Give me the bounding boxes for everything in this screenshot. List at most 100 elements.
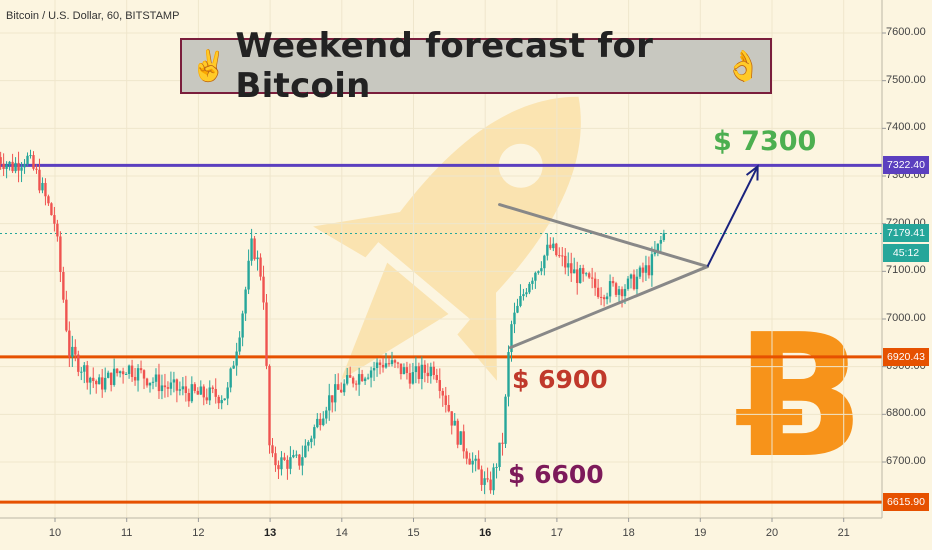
candle-body	[510, 324, 513, 353]
candle-body	[558, 255, 561, 257]
price-label-support: 6920.43	[883, 347, 929, 366]
candle-body	[238, 337, 241, 352]
price-tick-label: 6700.00	[886, 455, 926, 467]
candle-body	[331, 395, 334, 403]
candle-body	[145, 378, 149, 386]
candle-body	[115, 368, 119, 374]
candle-body	[223, 398, 226, 401]
candle-body	[342, 383, 346, 393]
candle-body	[23, 164, 26, 168]
candle-body	[570, 263, 573, 274]
candle-body	[438, 380, 441, 391]
candle-body	[109, 372, 113, 385]
candle-body	[136, 368, 140, 381]
candle-body	[214, 388, 217, 397]
low-annotation: $ 6600	[508, 460, 604, 489]
title-banner: ✌ Weekend forecast for Bitcoin 👌	[180, 26, 772, 106]
candle-body	[89, 377, 92, 383]
candle-body	[579, 268, 582, 284]
candle-body	[567, 263, 570, 268]
date-tick-label: 17	[550, 527, 564, 539]
candle-body	[423, 364, 427, 373]
candle-body	[357, 374, 361, 385]
candle-body	[573, 269, 576, 274]
candle-body	[250, 238, 253, 261]
candle-body	[229, 368, 232, 388]
candle-body	[650, 254, 654, 276]
candle-body	[235, 351, 238, 366]
candle-body	[259, 257, 262, 277]
candle-body	[486, 478, 489, 480]
candle-body	[614, 283, 618, 295]
candle-body	[304, 445, 307, 458]
candle-body	[44, 182, 47, 197]
candle-body	[307, 442, 310, 446]
candle-body	[504, 396, 507, 444]
candle-body	[133, 376, 137, 381]
candle-body	[564, 255, 567, 268]
date-tick-label: 10	[48, 527, 62, 539]
candle-body	[130, 365, 134, 377]
candle-body	[8, 161, 11, 165]
candle-body	[148, 382, 152, 386]
date-tick-label: 11	[120, 527, 133, 539]
ok-hand-icon: 👌	[724, 49, 762, 83]
candle-body	[626, 278, 630, 289]
candle-body	[393, 360, 397, 363]
candle-body	[301, 457, 304, 466]
candle-body	[101, 377, 104, 390]
price-tick-label: 7100.00	[886, 264, 926, 277]
bitcoin-icon: Ƀ	[735, 298, 865, 496]
candle-body	[498, 442, 501, 467]
price-tick-label: 7000.00	[886, 312, 926, 324]
candle-body	[351, 377, 355, 384]
candle-body	[623, 288, 627, 297]
date-tick-label: 12	[192, 527, 205, 539]
candle-body	[280, 457, 283, 470]
candle-body	[334, 384, 337, 403]
candle-body	[519, 296, 522, 306]
candle-body	[354, 383, 358, 385]
date-tick-label: 16	[479, 527, 492, 539]
date-tick-label: 21	[837, 527, 850, 539]
candle-body	[211, 387, 214, 389]
candle-body	[283, 457, 286, 460]
candle-body	[14, 162, 17, 172]
candle-body	[525, 292, 528, 295]
candle-body	[268, 365, 271, 446]
victory-hand-icon: ✌	[190, 49, 228, 83]
price-label-bottom: 6615.90	[883, 493, 929, 512]
forecast-arrow-head	[745, 164, 759, 181]
candle-body	[74, 346, 77, 355]
candle-body	[53, 215, 56, 224]
candle-body	[340, 389, 343, 393]
candle-body	[531, 280, 534, 284]
candle-body	[286, 459, 289, 469]
candle-body	[522, 294, 525, 297]
candle-body	[181, 386, 185, 390]
candle-body	[555, 243, 558, 256]
candle-body	[617, 289, 621, 295]
candle-body	[274, 453, 277, 466]
candle-body	[656, 243, 660, 253]
candle-body	[369, 370, 373, 378]
price-tick-label: 6800.00	[886, 407, 926, 420]
candle-body	[68, 330, 71, 357]
candle-body	[190, 384, 194, 402]
triangle-upper-line	[498, 203, 709, 269]
candle-body	[552, 243, 555, 249]
candle-body	[17, 162, 20, 171]
date-tick-label: 18	[622, 527, 635, 539]
candle-body	[444, 395, 447, 405]
candle-body	[310, 438, 313, 443]
rocket-watermark	[313, 96, 581, 381]
candle-body	[635, 276, 639, 290]
candle-body	[277, 465, 280, 470]
candle-body	[584, 273, 588, 275]
candle-body	[387, 363, 391, 365]
candle-body	[38, 169, 41, 191]
candle-body	[103, 377, 107, 390]
price-tick-label: 7600.00	[886, 26, 926, 38]
candle-body	[121, 371, 125, 375]
candle-body	[199, 386, 202, 395]
